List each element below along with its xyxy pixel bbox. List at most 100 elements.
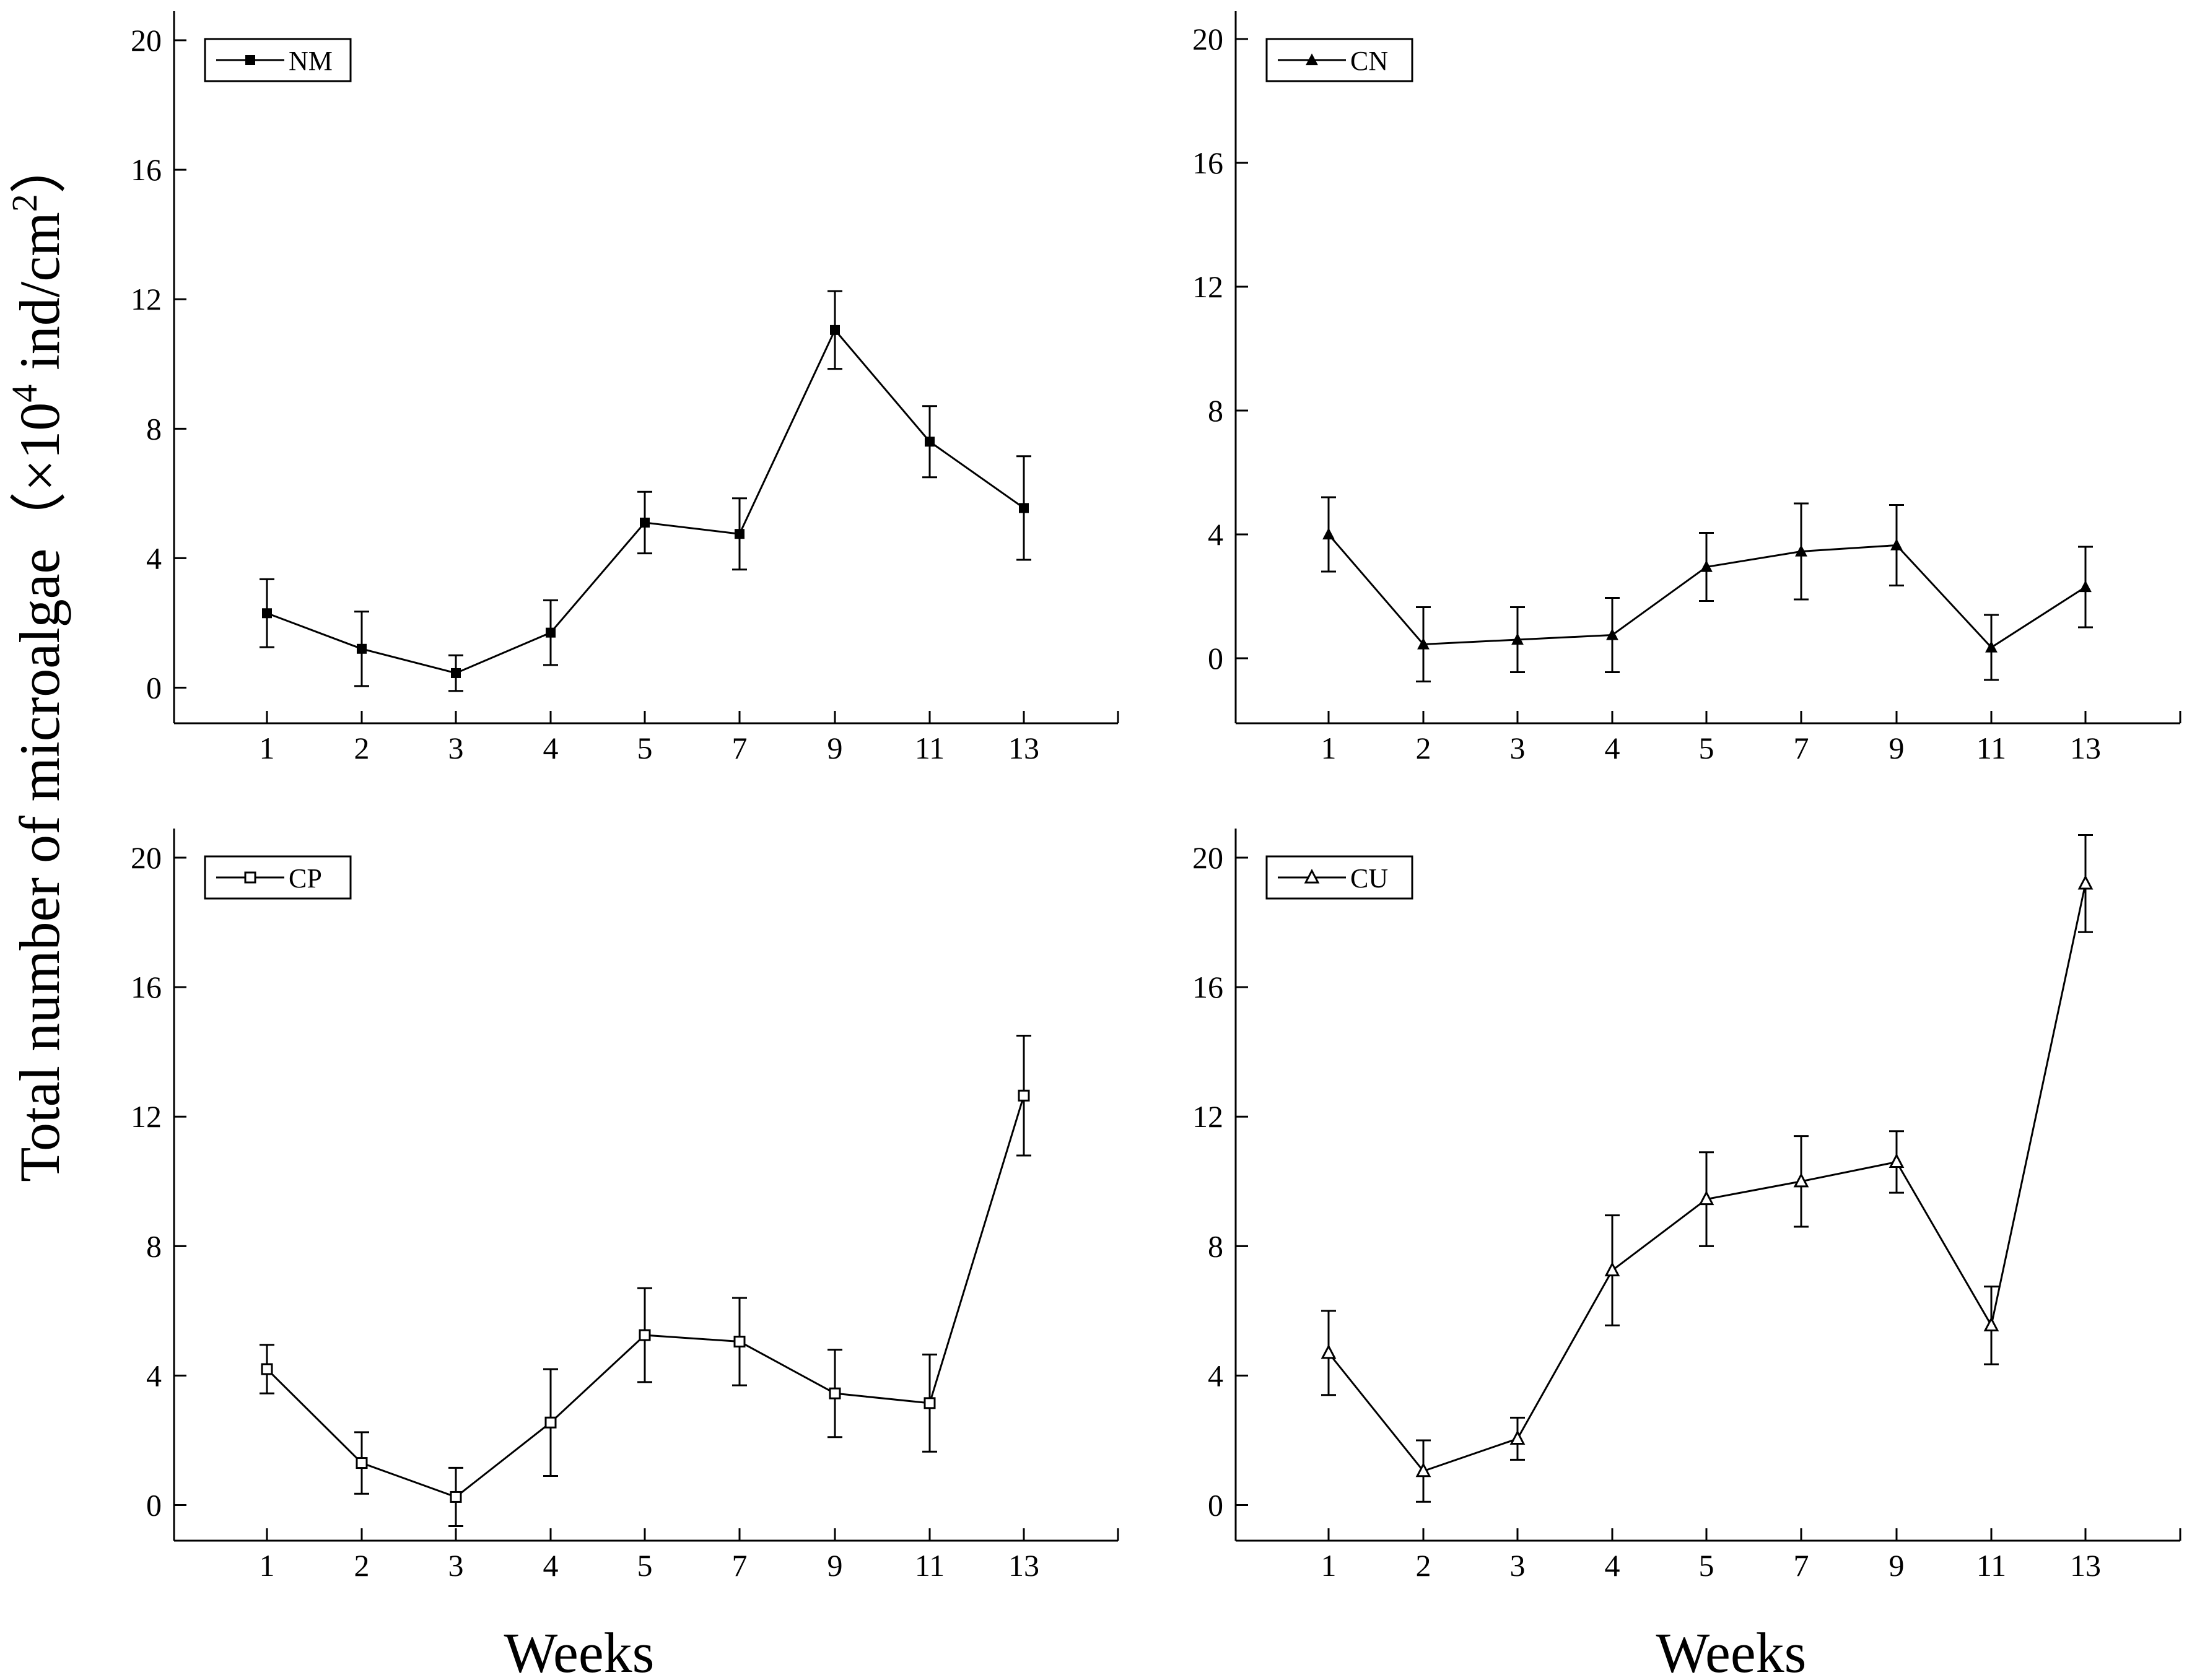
x-tick-label: 4 xyxy=(1605,1548,1620,1583)
y-tick-label: 8 xyxy=(1208,1229,1223,1263)
y-tick-label: 12 xyxy=(1192,1099,1223,1134)
y-tick-label: 8 xyxy=(146,411,162,446)
x-tick-label: 11 xyxy=(1976,1548,2006,1583)
legend-marker xyxy=(244,871,256,884)
data-point xyxy=(357,643,367,654)
data-point xyxy=(1700,560,1713,572)
x-tick-label: 7 xyxy=(1794,731,1809,765)
x-tick-label: 9 xyxy=(827,1548,843,1583)
data-point xyxy=(1511,633,1524,645)
data-point xyxy=(1321,1344,1337,1359)
y-tick-label: 4 xyxy=(146,541,162,575)
data-point xyxy=(356,1457,368,1469)
legend-label: CP xyxy=(289,863,322,894)
x-tick-label: 1 xyxy=(260,1548,275,1583)
x-tick-label: 2 xyxy=(354,1548,370,1583)
legend-marker xyxy=(1306,53,1318,66)
data-point xyxy=(1509,1430,1526,1445)
data-point xyxy=(262,608,272,619)
data-point xyxy=(544,1416,557,1429)
y-tick-label: 0 xyxy=(1208,641,1223,676)
y-tick-label: 12 xyxy=(131,1099,162,1134)
data-point xyxy=(733,1336,746,1348)
x-tick-label: 13 xyxy=(1008,1548,1039,1583)
x-tick-label: 9 xyxy=(827,731,843,765)
x-tick-label: 2 xyxy=(354,731,370,765)
y-tick-label: 4 xyxy=(1208,517,1223,552)
data-point xyxy=(451,668,461,678)
data-point xyxy=(640,517,650,528)
y-axis-title: Total number of microalgae（×104 ind/cm2） xyxy=(4,137,71,1182)
data-point xyxy=(1417,637,1430,650)
data-point xyxy=(1606,628,1618,640)
data-point xyxy=(1698,1190,1714,1206)
y-tick-label: 0 xyxy=(146,671,162,705)
y-tick-label: 20 xyxy=(1192,22,1223,56)
data-point xyxy=(2079,580,2092,593)
data-point xyxy=(546,627,556,638)
y-tick-label: 20 xyxy=(131,23,162,58)
y-tick-label: 20 xyxy=(1192,840,1223,875)
x-tick-label: 1 xyxy=(260,731,275,765)
data-point xyxy=(925,437,935,447)
data-point xyxy=(450,1491,462,1503)
x-tick-label: 2 xyxy=(1416,1548,1431,1583)
x-tick-label: 13 xyxy=(1008,731,1039,765)
x-tick-label: 11 xyxy=(1976,731,2006,765)
data-point xyxy=(829,1387,841,1399)
x-tick-label: 4 xyxy=(543,731,559,765)
y-tick-label: 4 xyxy=(146,1358,162,1393)
y-tick-label: 12 xyxy=(1192,269,1223,304)
x-tick-label: 4 xyxy=(1605,731,1620,765)
y-tick-label: 0 xyxy=(1208,1488,1223,1523)
data-point xyxy=(639,1329,651,1341)
legend-label: CU xyxy=(1350,863,1388,894)
y-tick-label: 12 xyxy=(131,282,162,316)
data-point xyxy=(1415,1462,1431,1478)
x-tick-label: 4 xyxy=(543,1548,559,1583)
legend-marker xyxy=(1304,868,1320,884)
data-point xyxy=(1604,1261,1620,1277)
y-tick-label: 16 xyxy=(1192,970,1223,1004)
legend-label: NM xyxy=(289,46,333,76)
x-axis-title-left: Weeks xyxy=(504,1621,655,1680)
x-tick-label: 5 xyxy=(1699,731,1714,765)
data-point xyxy=(830,324,840,335)
data-point xyxy=(1322,528,1335,540)
x-tick-label: 3 xyxy=(1510,731,1526,765)
data-point xyxy=(1795,544,1807,557)
x-tick-label: 9 xyxy=(1889,1548,1905,1583)
data-point xyxy=(735,529,744,539)
x-tick-label: 1 xyxy=(1321,1548,1337,1583)
x-tick-label: 5 xyxy=(1699,1548,1714,1583)
x-tick-label: 11 xyxy=(915,1548,945,1583)
y-tick-label: 8 xyxy=(1208,393,1223,428)
x-tick-label: 13 xyxy=(2070,1548,2101,1583)
x-tick-label: 1 xyxy=(1321,731,1337,765)
x-tick-label: 7 xyxy=(732,731,748,765)
data-point xyxy=(1019,503,1029,513)
data-point xyxy=(1793,1172,1809,1188)
data-point xyxy=(1018,1089,1030,1102)
x-tick-label: 11 xyxy=(915,731,945,765)
x-axis-title-right: Weeks xyxy=(1656,1621,1807,1680)
x-tick-label: 3 xyxy=(1510,1548,1526,1583)
data-point xyxy=(1985,640,1998,653)
x-tick-label: 5 xyxy=(637,731,653,765)
x-tick-label: 9 xyxy=(1889,731,1905,765)
x-tick-label: 13 xyxy=(2070,731,2101,765)
y-tick-label: 16 xyxy=(131,152,162,187)
data-point xyxy=(2077,874,2094,890)
x-tick-label: 7 xyxy=(1794,1548,1809,1583)
x-tick-label: 3 xyxy=(448,731,464,765)
y-tick-label: 4 xyxy=(1208,1358,1223,1393)
x-tick-label: 2 xyxy=(1416,731,1431,765)
y-tick-label: 0 xyxy=(146,1488,162,1523)
y-tick-label: 8 xyxy=(146,1229,162,1263)
y-tick-label: 16 xyxy=(1192,146,1223,180)
